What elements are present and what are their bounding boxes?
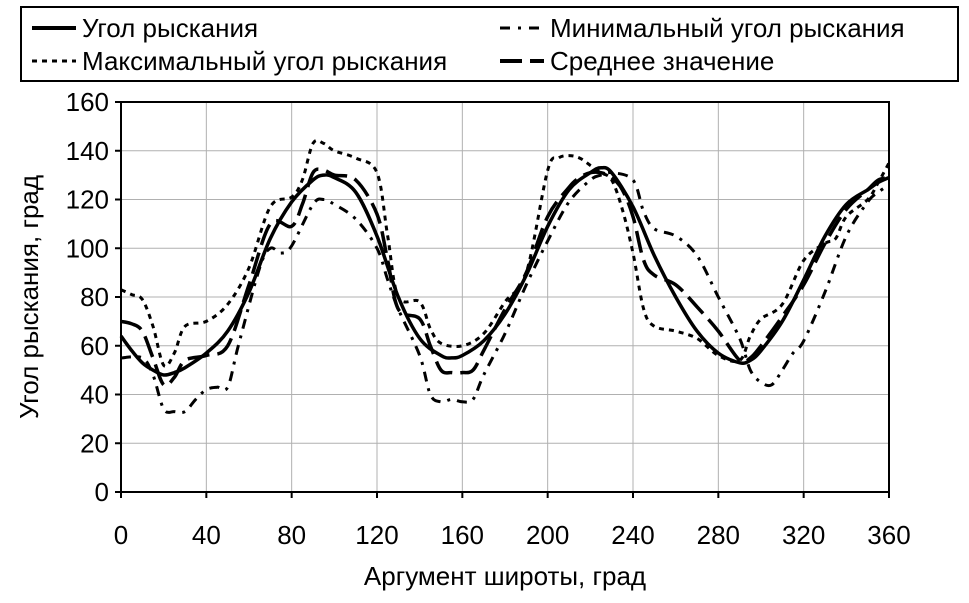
x-tick-label: 200 <box>526 520 569 550</box>
x-tick-label: 320 <box>782 520 825 550</box>
legend-label: Максимальный угол рыскания <box>82 45 448 76</box>
legend-item-min: Минимальный угол рыскания <box>498 12 905 44</box>
grid-lines <box>120 101 890 493</box>
series-line-dash-dot <box>120 171 890 415</box>
y-tick-label: 20 <box>80 428 109 458</box>
x-tick-label: 40 <box>192 520 221 550</box>
x-tick-label: 160 <box>441 520 484 550</box>
x-tick-label: 80 <box>277 520 306 550</box>
x-axis-ticks: 0 40 80 120 160 200 240 280 320 360 <box>114 492 911 550</box>
legend-item-max: Максимальный угол рыскания <box>30 45 447 77</box>
x-tick-label: 360 <box>867 520 910 550</box>
y-tick-label: 160 <box>66 87 109 117</box>
series-line-dotted <box>120 138 891 368</box>
y-tick-label: 100 <box>66 233 109 263</box>
y-tick-label: 0 <box>95 477 109 507</box>
legend-label: Минимальный угол рыскания <box>550 12 905 43</box>
y-tick-label: 40 <box>80 380 109 410</box>
series-line-long-dash <box>120 167 890 388</box>
legend-item-mean: Среднее значение <box>498 45 774 77</box>
legend-label: Угол рыскания <box>82 12 259 43</box>
y-axis-ticks: 0 20 40 60 80 100 120 140 160 <box>66 87 121 507</box>
legend-sample-dotted <box>32 59 76 63</box>
y-axis-label: Угол рыскания, град <box>14 175 44 419</box>
x-tick-label: 280 <box>697 520 740 550</box>
legend-item-yaw: Угол рыскания <box>30 12 258 44</box>
legend-sample-solid <box>32 26 76 30</box>
y-tick-label: 120 <box>66 185 109 215</box>
y-tick-label: 80 <box>80 282 109 312</box>
legend-sample-long-dash <box>500 59 544 63</box>
series-lines <box>119 138 891 415</box>
legend: Угол рыскания Минимальный угол рыскания … <box>20 6 959 82</box>
y-tick-label: 60 <box>80 331 109 361</box>
series-line-solid <box>119 165 890 377</box>
legend-sample-dash-dot <box>500 26 544 30</box>
y-tick-label: 140 <box>66 136 109 166</box>
x-tick-label: 240 <box>611 520 654 550</box>
x-tick-label: 0 <box>114 520 128 550</box>
x-axis-label: Аргумент широты, град <box>364 561 646 591</box>
x-tick-label: 120 <box>355 520 398 550</box>
legend-label: Среднее значение <box>550 45 775 76</box>
